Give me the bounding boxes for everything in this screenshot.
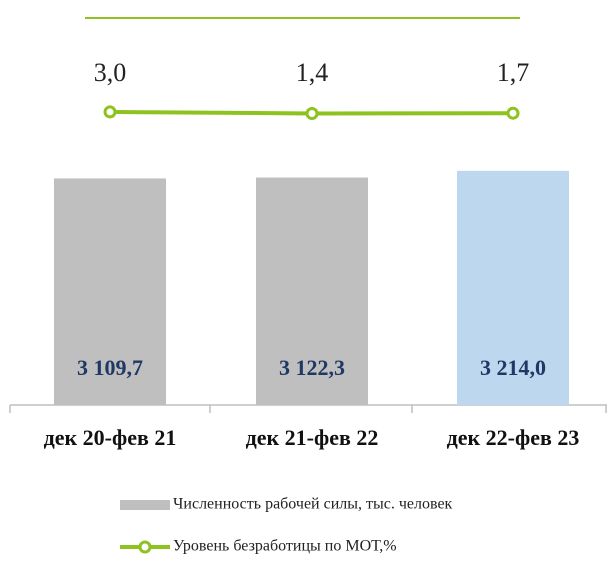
line-marker [506, 106, 520, 120]
bar [54, 178, 166, 405]
line-marker [305, 106, 319, 120]
bar [457, 170, 569, 405]
line-value-label: 1,4 [296, 58, 329, 87]
bar-value-label: 3 109,7 [77, 355, 143, 380]
x-tick-label: дек 21-фев 22 [246, 425, 379, 450]
line-value-label: 3,0 [94, 58, 127, 87]
legend-marker [138, 540, 152, 554]
line-marker [103, 105, 117, 119]
bar [256, 177, 368, 405]
legend-label: Численность рабочей силы, тыс. человек [173, 496, 453, 513]
x-tick-label: дек 22-фев 23 [447, 425, 580, 450]
bar-value-label: 3 214,0 [480, 355, 546, 380]
bar-value-label: 3 122,3 [279, 355, 345, 380]
x-tick-label: дек 20-фев 21 [44, 425, 177, 450]
line-value-label: 1,7 [497, 58, 530, 87]
legend-swatch [120, 500, 170, 510]
legend-label: Уровень безработицы по МОТ,% [173, 538, 397, 555]
